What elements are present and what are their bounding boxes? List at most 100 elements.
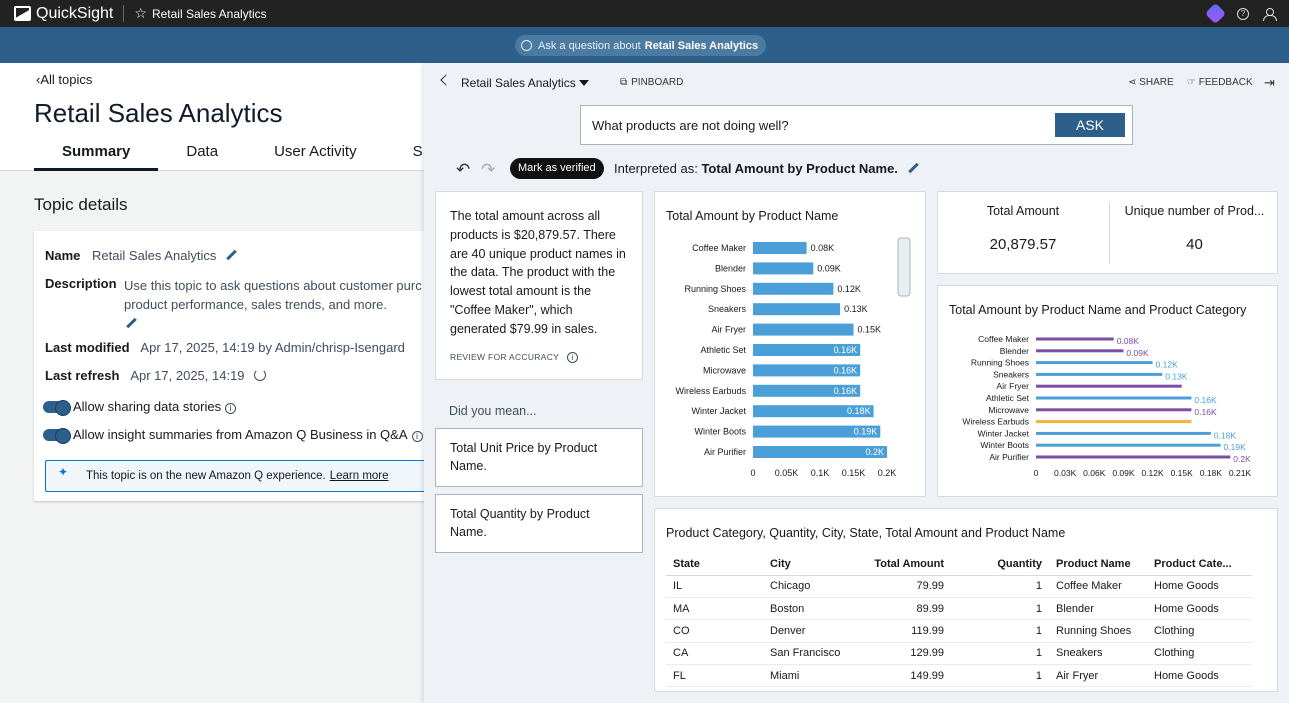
topic-selector[interactable]: Retail Sales Analytics — [461, 76, 576, 90]
app-brand[interactable]: QuickSight — [14, 5, 113, 23]
edit-interpretation-icon[interactable] — [908, 163, 919, 174]
topic-details-card: Name Retail Sales Analytics Description … — [34, 231, 424, 501]
name-label: Name — [45, 248, 81, 263]
data-label: 0.09K — [817, 263, 841, 273]
tab-user-activity[interactable]: User Activity — [274, 143, 357, 160]
category-bar-chart: Coffee Maker 0.08K Blender 0.09K Running Sho… — [962, 334, 1251, 478]
data-label: 0.09K — [1126, 348, 1149, 358]
table-cell: Air Fryer — [1049, 664, 1147, 688]
share-button[interactable]: ⋖ SHARE — [1128, 77, 1174, 88]
bar — [753, 446, 887, 458]
category-label: Blender — [1000, 346, 1029, 356]
col-city[interactable]: City — [763, 553, 853, 576]
category-label: Winter Boots — [980, 440, 1029, 450]
table-row[interactable]: CO Denver 119.99 1 Running Shoes Clothing — [666, 619, 1252, 643]
review-for-accuracy[interactable]: REVIEW FOR ACCURACY i — [450, 352, 579, 363]
learn-more-link[interactable]: Learn more — [329, 470, 389, 482]
bar — [753, 425, 881, 438]
mark-verified-button[interactable]: Mark as verified — [510, 158, 604, 179]
data-label: 0.08K — [1117, 336, 1140, 346]
exit-panel-icon[interactable]: ⇥ — [1264, 75, 1275, 90]
all-topics-link[interactable]: ‹All topics — [36, 72, 93, 87]
table-cell: 89.99 — [853, 597, 951, 621]
amazon-q-icon[interactable] — [1204, 2, 1227, 25]
data-label: 0.16K — [834, 365, 858, 375]
undo-icon[interactable]: ↶ — [456, 160, 471, 179]
category-label: Air Fryer — [996, 381, 1029, 391]
kpi-total-amount: Total Amount 20,879.57 — [938, 192, 1108, 275]
feedback-button[interactable]: ☞ FEEDBACK — [1187, 77, 1253, 88]
kpi-unique-products: Unique number of Prod... 40 — [1109, 202, 1279, 264]
page-title: Retail Sales Analytics — [34, 98, 283, 128]
scrollbar — [897, 237, 911, 297]
kpi-label: Unique number of Prod... — [1124, 204, 1265, 218]
last-modified-row: Last modified Apr 17, 2025, 14:19 by Adm… — [45, 340, 405, 355]
table-cell: Miami — [763, 664, 853, 688]
col-state[interactable]: State — [666, 553, 763, 576]
col-total-amount[interactable]: Total Amount — [853, 553, 951, 576]
table-row[interactable]: MA Boston 89.99 1 Blender Home Goods — [666, 597, 1252, 621]
suggestion-2[interactable]: Total Quantity by Product Name. — [435, 494, 643, 553]
data-label: 0.2K — [865, 447, 884, 457]
star-icon[interactable]: ☆ — [134, 5, 147, 21]
question-input[interactable] — [581, 106, 1051, 144]
table-cell: Running Shoes — [1049, 619, 1147, 643]
chart-title: Total Amount by Product Name and Product… — [949, 303, 1247, 317]
caret-down-icon[interactable] — [579, 80, 589, 86]
insight-summaries-toggle-label: Allow insight summaries from Amazon Q Bu… — [73, 427, 423, 442]
col-quantity[interactable]: Quantity — [951, 553, 1049, 576]
bar — [753, 323, 854, 336]
user-icon[interactable] — [1263, 7, 1277, 21]
description-label-row: Description — [45, 276, 125, 291]
data-label: 0.16K — [1194, 395, 1217, 405]
data-label: 0.19K — [1224, 442, 1247, 452]
edit-name-icon[interactable] — [226, 250, 237, 261]
table-row[interactable]: FL Miami 149.99 1 Air Fryer Home Goods — [666, 664, 1252, 688]
table-cell: 119.99 — [853, 619, 951, 643]
ask-question-pill[interactable]: Ask a question about Retail Sales Analyt… — [515, 35, 767, 56]
help-icon[interactable]: ? — [1237, 7, 1249, 20]
x-tick-label: 0.2K — [878, 468, 897, 478]
category-label: Winter Jacket — [978, 428, 1030, 438]
pinboard-button[interactable]: PINBOARD — [620, 77, 683, 88]
data-label: 0.18K — [1214, 430, 1237, 440]
top-title: Retail Sales Analytics — [151, 6, 267, 21]
table-header-row: State City Total Amount Quantity Product… — [666, 553, 1252, 576]
bar — [753, 303, 841, 316]
data-label: 0.16K — [834, 386, 858, 396]
app-name: QuickSight — [36, 4, 114, 22]
redo-icon[interactable]: ↷ — [481, 160, 496, 179]
x-tick-label: 0.03K — [1054, 468, 1077, 478]
category-label: Wireless Earbuds — [675, 386, 746, 396]
table-row[interactable]: IL Chicago 79.99 1 Coffee Maker Home Goods — [666, 575, 1252, 598]
insight-summaries-toggle[interactable] — [43, 428, 71, 444]
tab-data[interactable]: Data — [186, 143, 219, 160]
edit-description-icon[interactable] — [126, 318, 137, 329]
kpi-value: 20,879.57 — [989, 236, 1057, 253]
tab-summary[interactable]: Summary — [34, 143, 159, 171]
back-icon[interactable] — [440, 74, 452, 86]
quicksight-logo-icon — [14, 6, 31, 21]
table-cell: 1 — [951, 597, 1049, 621]
col-product-category[interactable]: Product Cate... — [1147, 553, 1252, 576]
table-cell: Denver — [763, 619, 853, 643]
table-row[interactable]: CA San Francisco 129.99 1 Sneakers Clothing — [666, 642, 1252, 666]
ask-button[interactable]: ASK — [1055, 113, 1125, 137]
refresh-icon[interactable] — [254, 369, 267, 381]
q-panel: Retail Sales Analytics PINBOARD ⋖ SHARE … — [424, 63, 1289, 703]
info-icon[interactable]: i — [225, 403, 237, 414]
table-cell: Blender — [1049, 597, 1147, 621]
table-cell: Sneakers — [1049, 642, 1147, 666]
bar — [753, 344, 861, 356]
last-modified-value: Apr 17, 2025, 14:19 by Admin/chrisp-Isen… — [140, 340, 405, 355]
table-cell: 129.99 — [853, 642, 951, 666]
category-label: Running Shoes — [684, 284, 746, 294]
category-label: Air Fryer — [712, 325, 747, 335]
chat-icon — [521, 40, 532, 51]
col-product-name[interactable]: Product Name — [1049, 553, 1147, 576]
sharing-toggle[interactable] — [43, 400, 71, 416]
suggestion-1[interactable]: Total Unit Price by Product Name. — [435, 428, 643, 487]
topic-tabs: Summary Data User Activity S — [34, 143, 424, 171]
info-icon[interactable]: i — [411, 431, 423, 442]
tab-more[interactable]: S — [412, 143, 423, 160]
